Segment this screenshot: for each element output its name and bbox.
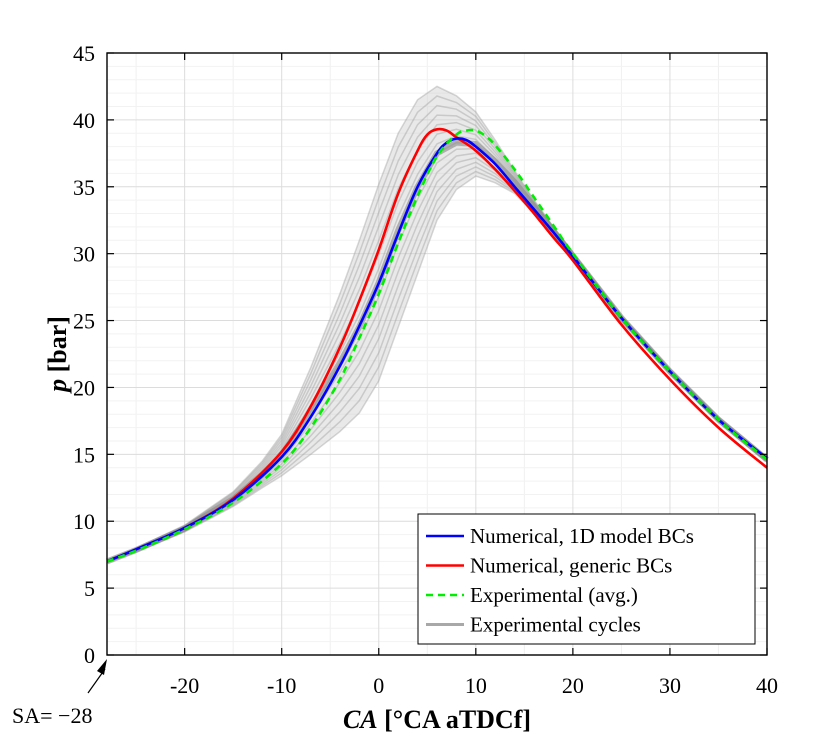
experimental-cycles-envelope	[107, 86, 767, 563]
legend-box	[417, 513, 756, 645]
series-line-experimental-avg	[106, 128, 768, 563]
y-tick-label: 25	[73, 309, 95, 334]
series-lines	[106, 127, 768, 563]
y-tick-label: 30	[73, 242, 95, 267]
y-tick-label: 10	[73, 509, 95, 534]
annotation-arrow-head	[97, 659, 107, 675]
x-tick-label: 30	[659, 673, 681, 698]
y-tick-label: 0	[84, 643, 95, 668]
x-tick-label: -10	[267, 673, 296, 698]
legend-label: Experimental cycles	[470, 613, 641, 637]
x-axis-title-italic: CA	[343, 705, 378, 734]
y-tick-label: 5	[84, 576, 95, 601]
plot-frame	[106, 52, 768, 656]
axis-ticks: -20 -10 0 10 20 30 40 0 5 10 15 20 25 30 35 40 45	[73, 41, 778, 698]
x-tick-label: 40	[756, 673, 778, 698]
experimental-cycle-trace	[106, 166, 768, 564]
x-tick-label: 0	[373, 673, 384, 698]
y-axis-title-rest: [bar]	[43, 316, 72, 379]
x-axis-title: CA [°CA aTDCf]	[343, 705, 531, 734]
y-axis-title-italic: p	[43, 379, 72, 394]
x-tick-label: 20	[562, 673, 584, 698]
y-axis-title: p [bar]	[43, 316, 72, 394]
y-tick-label: 20	[73, 375, 95, 400]
x-tick-label: -20	[170, 673, 199, 698]
legend-label: Numerical, generic BCs	[470, 554, 672, 578]
annotation-label: SA= −28	[12, 703, 92, 728]
spark-advance-annotation: SA= −28	[12, 659, 107, 728]
x-axis-title-rest: [°CA aTDCf]	[378, 705, 531, 734]
series-line-numerical-generic-bcs	[106, 127, 768, 563]
legend-label: Numerical, 1D model BCs	[470, 524, 694, 548]
y-tick-label: 15	[73, 442, 95, 467]
y-tick-label: 45	[73, 41, 95, 66]
legend-label: Experimental (avg.)	[470, 583, 638, 607]
legend: Numerical, 1D model BCs Numerical, generi…	[417, 513, 756, 645]
y-tick-label: 35	[73, 175, 95, 200]
y-tick-label: 40	[73, 108, 95, 133]
x-tick-label: 10	[465, 673, 487, 698]
